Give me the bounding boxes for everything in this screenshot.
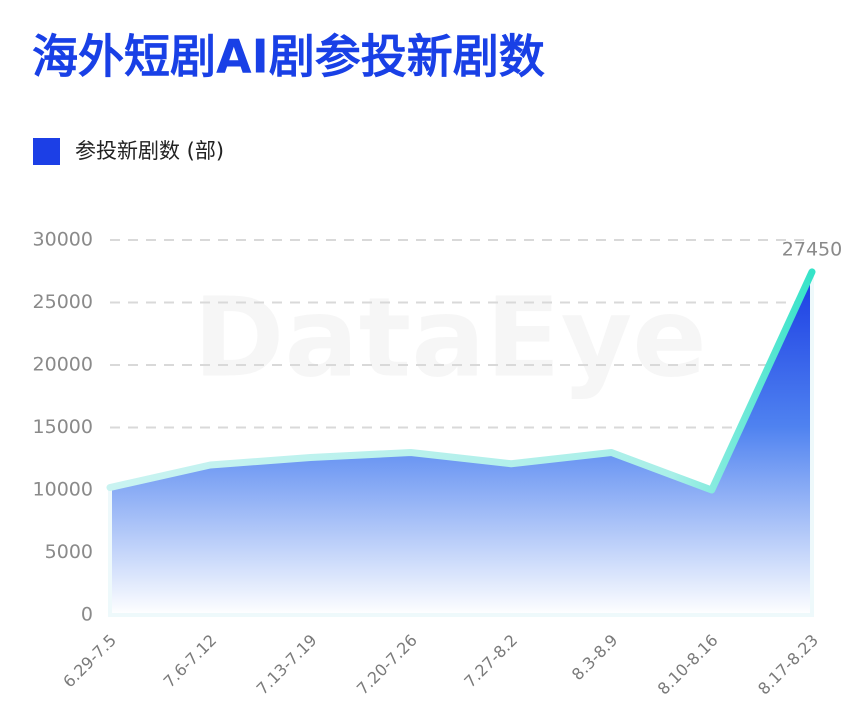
x-tick-label: 7.27-8.2 <box>460 631 521 692</box>
watermark: DataEye <box>193 273 707 401</box>
x-tick-label: 8.10-8.16 <box>654 631 722 699</box>
x-tick-label: 8.3-8.9 <box>568 631 622 685</box>
y-tick-label: 10000 <box>33 479 93 501</box>
area-line <box>106 268 816 494</box>
x-tick-label: 7.13-7.19 <box>253 631 321 699</box>
y-tick-label: 5000 <box>45 541 93 563</box>
x-tick-label: 7.6-7.12 <box>160 631 221 692</box>
legend-label: 参投新剧数 (部) <box>75 139 224 163</box>
y-tick-label: 0 <box>81 604 93 626</box>
x-tick-label: 7.20-7.26 <box>353 631 421 699</box>
legend-swatch <box>33 138 60 165</box>
y-tick-label: 20000 <box>33 354 93 376</box>
y-tick-label: 25000 <box>33 291 93 313</box>
x-tick-label: 8.17-8.23 <box>754 631 822 699</box>
chart-title: 海外短剧AI剧参投新剧数 <box>32 30 545 84</box>
y-tick-label: 30000 <box>33 229 93 251</box>
x-tick-label: 6.29-7.5 <box>59 631 120 692</box>
y-tick-label: 15000 <box>33 416 93 438</box>
data-label: 27450 <box>782 238 842 260</box>
